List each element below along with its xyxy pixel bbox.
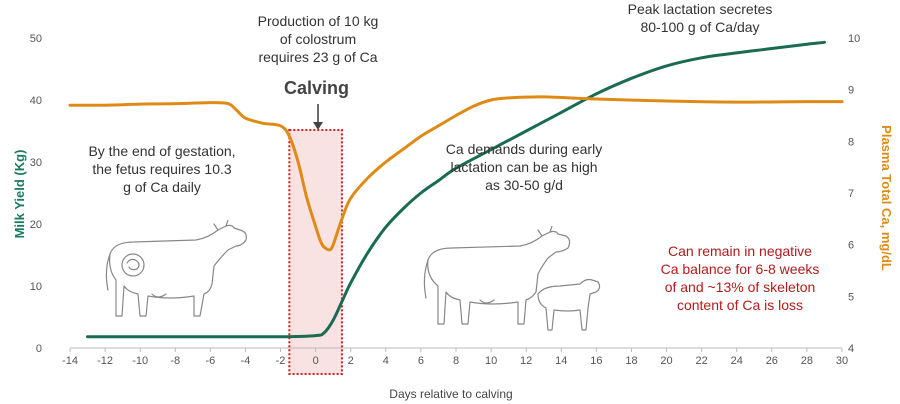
x-tick-label: 22: [696, 355, 708, 367]
early-lactation-note-line-1: Ca demands during early: [445, 141, 603, 157]
x-tick-label: -14: [62, 355, 78, 367]
y-axis-title-left: Milk Yield (Kg): [12, 150, 27, 239]
x-tick-label: 24: [731, 355, 743, 367]
x-tick-label: -8: [170, 355, 180, 367]
y-tick-label-left: 20: [30, 219, 42, 231]
early-lactation-note: Ca demands during early lactation can be…: [424, 140, 624, 194]
x-tick-label: 26: [766, 355, 778, 367]
negative-balance-note-line-1: Can remain in negative: [668, 243, 812, 259]
calving-label: Calving: [284, 78, 350, 98]
peak-lactation-note-line-2: 80-100 g of Ca/day: [640, 19, 760, 35]
pregnant-cow-illustration: [105, 220, 247, 317]
x-tick-label: 30: [836, 355, 848, 367]
negative-balance-note-line-2: Ca balance for 6-8 weeks: [660, 261, 820, 277]
negative-balance-note-line-3: of and ~13% of skeleton: [664, 279, 816, 295]
y-axis-title-right: Plasma Total Ca, mg/dL: [879, 125, 894, 271]
gestation-note: By the end of gestation, the fetus requi…: [62, 142, 262, 196]
y-tick-label-right: 6: [848, 240, 854, 252]
milk-yield-line: [86, 40, 826, 339]
early-lactation-note-line-3: as 30-50 g/d: [485, 177, 563, 193]
calving-arrowhead: [313, 122, 323, 130]
y-tick-label-left: 30: [30, 157, 42, 169]
x-tick-label: 12: [520, 355, 532, 367]
y-tick-label-right: 5: [848, 291, 854, 303]
x-tick-label: 0: [313, 355, 319, 367]
x-tick-label: 16: [590, 355, 602, 367]
y-tick-label-left: 40: [30, 95, 42, 107]
x-tick-label: -10: [132, 355, 148, 367]
early-lactation-note-line-2: lactation can be as high: [450, 159, 598, 175]
y-tick-label-right: 10: [848, 33, 860, 45]
y-tick-label-right: 7: [848, 188, 854, 200]
x-tick-label: -2: [276, 355, 286, 367]
x-axis-title: Days relative to calving: [389, 387, 512, 401]
calving-window-box: [288, 129, 343, 375]
colostrum-note-line-3: requires 23 g of Ca: [258, 49, 378, 65]
x-tick-label: -6: [205, 355, 215, 367]
x-tick-label: 6: [418, 355, 424, 367]
colostrum-note: Production of 10 kg of colostrum require…: [228, 12, 408, 66]
x-tick-label: 4: [383, 355, 389, 367]
gestation-note-line-3: g of Ca daily: [123, 179, 201, 195]
y-tick-label-right: 4: [848, 343, 854, 355]
y-tick-label-left: 10: [30, 281, 42, 293]
cow-and-calf-illustration: [423, 226, 601, 331]
x-tick-label: -12: [97, 355, 113, 367]
x-tick-label: -4: [241, 355, 251, 367]
negative-balance-note: Can remain in negative Ca balance for 6-…: [640, 242, 840, 314]
peak-lactation-note: Peak lactation secretes 80-100 g of Ca/d…: [600, 0, 800, 36]
x-tick-label: 20: [660, 355, 672, 367]
x-tick-label: 10: [485, 355, 497, 367]
gestation-note-line-1: By the end of gestation,: [88, 143, 236, 159]
peak-lactation-note-line-1: Peak lactation secretes: [627, 1, 773, 17]
plasma-calcium-line: [68, 95, 844, 252]
y-tick-label-right: 9: [848, 85, 854, 97]
x-tick-label: 8: [453, 355, 459, 367]
x-tick-label: 14: [555, 355, 567, 367]
negative-balance-note-line-4: content of Ca is loss: [676, 297, 804, 313]
gestation-note-line-2: the fetus requires 10.3: [92, 161, 232, 177]
x-tick-label: 2: [348, 355, 354, 367]
colostrum-note-line-2: of colostrum: [279, 31, 357, 47]
y-tick-label-left: 50: [30, 33, 42, 45]
colostrum-note-line-1: Production of 10 kg: [257, 13, 379, 29]
x-tick-label: 28: [801, 355, 813, 367]
y-tick-label-right: 8: [848, 136, 854, 148]
x-tick-label: 18: [625, 355, 637, 367]
y-tick-label-left: 0: [36, 343, 42, 355]
